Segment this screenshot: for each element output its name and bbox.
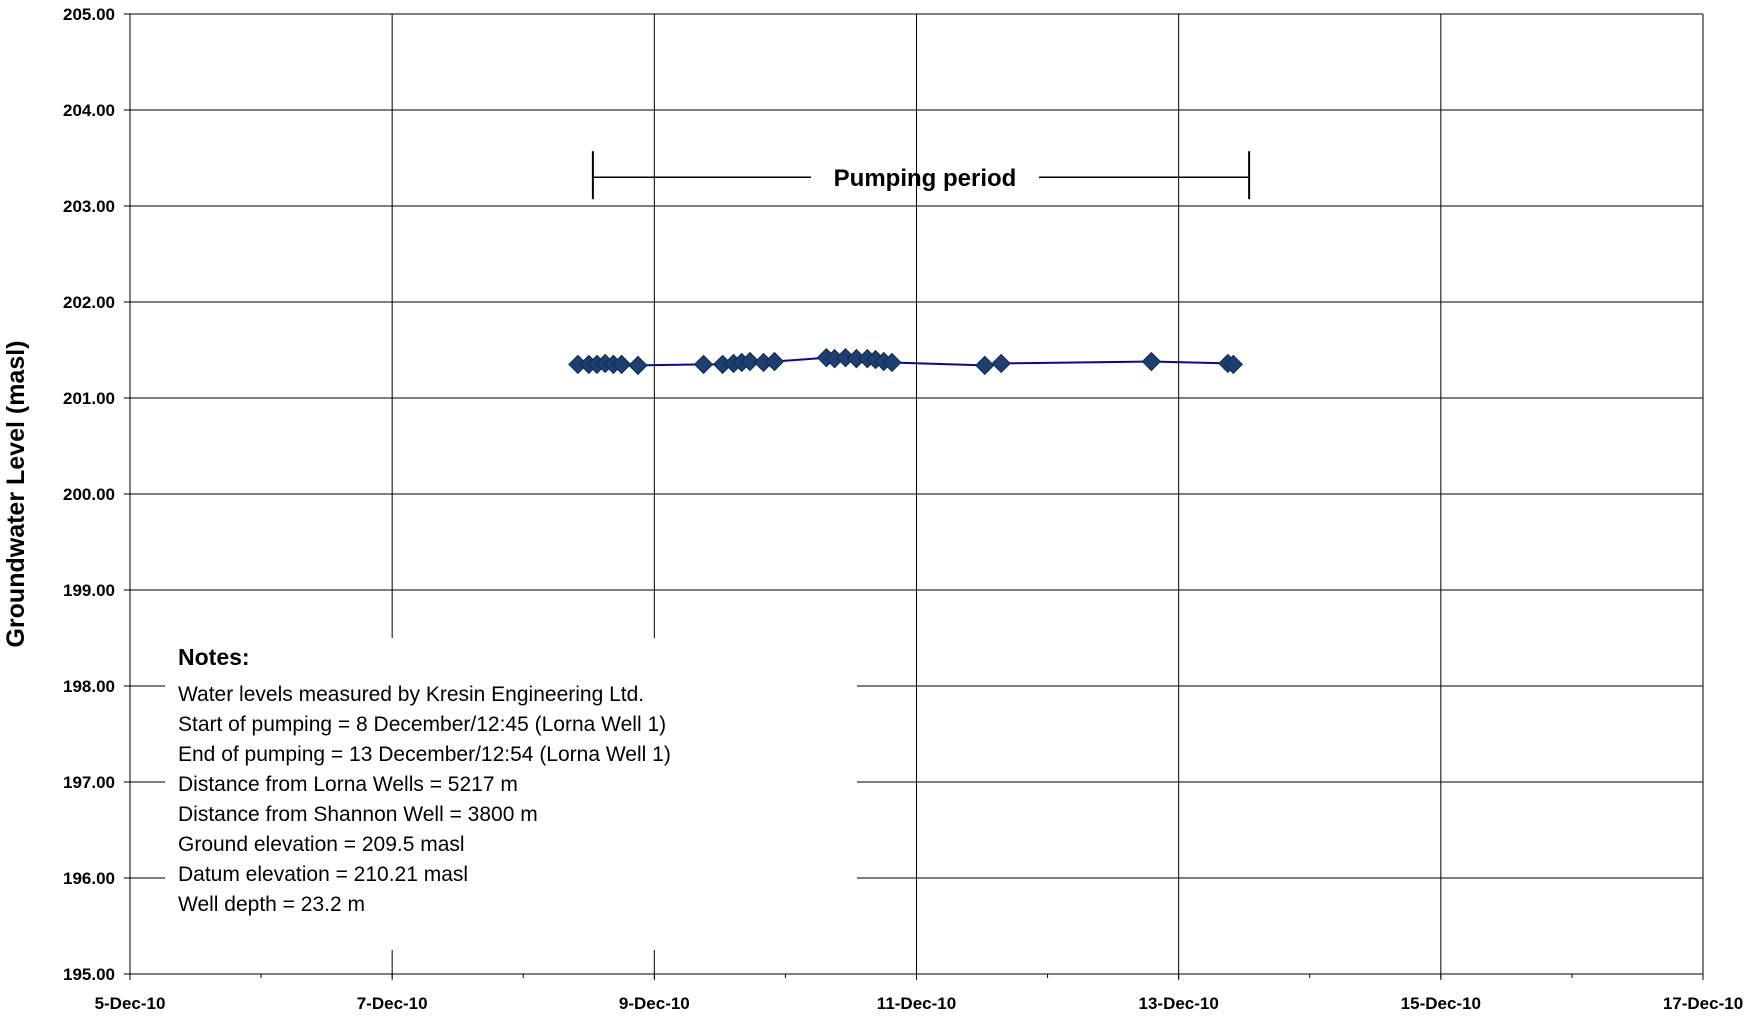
x-tick-label: 9-Dec-10: [619, 994, 690, 1013]
data-point: [764, 351, 785, 372]
series-line: [577, 356, 1234, 367]
pumping-period-annotation: Pumping period: [591, 151, 1251, 200]
y-tick-label: 205.00: [63, 5, 115, 24]
notes-line: Distance from Shannon Well = 3800 m: [178, 803, 538, 826]
notes-line: End of pumping = 13 December/12:54 (Lorn…: [178, 743, 671, 766]
x-tick-label: 17-Dec-10: [1663, 994, 1743, 1013]
notes-line: Start of pumping = 8 December/12:45 (Lor…: [178, 713, 666, 736]
axes: [124, 13, 1704, 980]
y-tick-label: 202.00: [63, 293, 115, 312]
x-tick-label: 11-Dec-10: [877, 994, 956, 1013]
data-point: [991, 353, 1011, 374]
notes-line: Datum elevation = 210.21 masl: [178, 863, 468, 886]
series-layer: [568, 347, 1243, 376]
data-point: [740, 351, 760, 372]
data-point: [882, 352, 902, 373]
notes-background: [165, 638, 857, 950]
tick-labels: 205.00 204.00 203.00 202.00 201.00 200.00 199.…: [63, 5, 1743, 1013]
notes-box: Notes: Water levels measured by Kresin E…: [165, 638, 857, 950]
data-point: [1223, 354, 1243, 375]
grid-lines: [130, 13, 1704, 974]
y-tick-label: 199.00: [63, 581, 115, 600]
notes-line: Well depth = 23.2 m: [178, 893, 365, 916]
notes-lines: Water levels measured by Kresin Engineer…: [178, 683, 671, 916]
y-tick-label: 197.00: [63, 773, 115, 792]
x-tick-label: 7-Dec-10: [357, 994, 428, 1013]
y-tick-label: 201.00: [63, 389, 115, 408]
data-point: [975, 355, 995, 376]
notes-line: Water levels measured by Kresin Engineer…: [178, 683, 644, 706]
y-tick-label: 203.00: [63, 197, 115, 216]
notes-line: Distance from Lorna Wells = 5217 m: [178, 773, 518, 796]
x-tick-label: 5-Dec-10: [95, 994, 166, 1013]
y-tick-label: 196.00: [63, 869, 115, 888]
notes-title: Notes:: [178, 644, 250, 670]
y-tick-label: 204.00: [63, 101, 115, 120]
pumping-period-label: Pumping period: [834, 165, 1017, 192]
data-point: [611, 354, 632, 375]
data-point: [1141, 351, 1162, 372]
data-point: [693, 354, 714, 375]
notes-line: Ground elevation = 209.5 masl: [178, 833, 465, 856]
x-tick-label: 15-Dec-10: [1401, 994, 1481, 1013]
data-point: [628, 355, 648, 376]
y-tick-label: 198.00: [63, 677, 115, 696]
y-tick-label: 200.00: [63, 485, 115, 504]
y-axis-title: Groundwater Level (masl): [2, 340, 30, 647]
y-tick-label: 195.00: [63, 965, 115, 984]
x-tick-label: 13-Dec-10: [1139, 994, 1219, 1013]
